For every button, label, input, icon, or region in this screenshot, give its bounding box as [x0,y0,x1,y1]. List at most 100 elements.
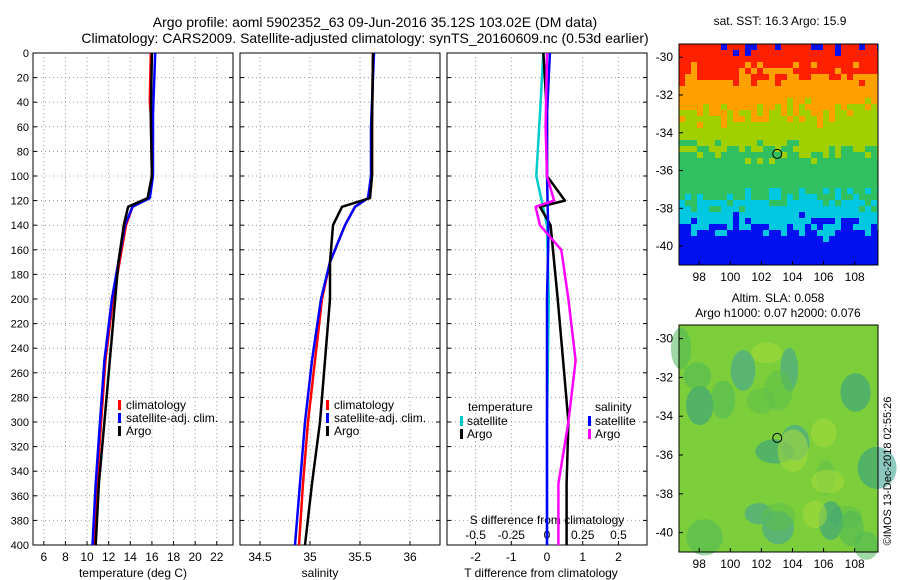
sst-cell [787,158,793,164]
sst-cell [817,62,823,68]
sst-cell [751,260,757,265]
sst-cell [679,116,685,122]
sst-cell [751,86,757,92]
sst-cell [835,164,841,170]
sst-cell [775,50,781,56]
sst-cell [847,152,853,158]
sst-cell [721,212,727,218]
sst-cell [691,200,697,206]
sst-cell [757,206,763,212]
sst-cell [679,134,685,140]
sst-cell [823,218,829,224]
sst-cell [865,212,871,218]
map-x-tick-label: 102 [751,270,771,284]
sst-cell [817,230,823,236]
sst-cell [691,218,697,224]
x-tick-label: 0 [544,550,551,564]
sst-cell [841,110,847,116]
sst-cell [871,68,877,74]
sst-cell [865,104,871,110]
sst-cell [847,80,853,86]
sst-cell [787,176,793,182]
sst-cell [715,86,721,92]
sst-cell [805,218,811,224]
legend-label: satellite [595,414,636,428]
sst-cell [817,194,823,200]
sst-cell [745,260,751,265]
sst-cell [799,188,805,194]
sst-cell [739,236,745,242]
sst-cell [817,158,823,164]
sst-cell [775,116,781,122]
sla-blob [710,380,736,419]
sst-cell [799,104,805,110]
sst-cell [763,74,769,80]
sst-cell [751,146,757,152]
sst-cell [805,224,811,230]
sst-cell [799,86,805,92]
sst-cell [751,200,757,206]
sst-cell [859,230,865,236]
sst-cell [691,74,697,80]
sst-cell [799,80,805,86]
sst-cell [871,122,877,128]
sst-cell [775,212,781,218]
map-x-tick-label: 102 [751,557,771,571]
sst-cell [721,62,727,68]
sst-cell [715,92,721,98]
sst-cell [685,176,691,182]
sst-cell [859,92,865,98]
sst-cell [751,248,757,254]
sst-cell [871,236,877,242]
sst-cell [829,62,835,68]
sst-cell [703,158,709,164]
sst-cell [793,140,799,146]
figure-title-line-2: Climatology: CARS2009. Satellite-adjuste… [81,30,648,46]
sst-cell [697,158,703,164]
sst-cell [805,200,811,206]
figure-title-line-1: Argo profile: aoml 5902352_63 09-Jun-201… [153,14,597,30]
sst-cell [847,62,853,68]
sst-cell [793,218,799,224]
sst-cell [751,116,757,122]
sst-cell [745,98,751,104]
sst-cell [697,212,703,218]
sst-cell [841,158,847,164]
sst-cell [721,68,727,74]
sst-cell [763,260,769,265]
panel-salinity: 34.5 35 35.5 36 salinity climatologysatellite… [239,52,441,580]
sst-cell [703,152,709,158]
sst-cell [841,176,847,182]
sst-cell [703,50,709,56]
sst-cell [697,140,703,146]
sst-cell [763,140,769,146]
panel-temperature: 0 20 40 60 80 100 120 140 160 180 200 220 240 260 280 3… [11,48,234,580]
sst-cell [853,158,859,164]
sst-cell [757,92,763,98]
sst-cell [823,206,829,212]
sst-cell [805,152,811,158]
sst-cell [721,206,727,212]
sst-cell [853,86,859,92]
sst-cell [685,68,691,74]
sst-cell [811,176,817,182]
sst-cell [769,116,775,122]
sst-cell [751,254,757,260]
sst-cell [871,260,877,265]
sst-cell [679,50,685,56]
sst-cell [691,170,697,176]
sst-cell [727,206,733,212]
sst-cell [709,80,715,86]
sst-cell [745,116,751,122]
sst-cell [817,212,823,218]
series-2-line [303,52,375,546]
sst-cell [745,92,751,98]
sst-cell [781,80,787,86]
sst-cell [745,242,751,248]
sst-cell [703,134,709,140]
sst-cell [811,170,817,176]
sst-cell [793,236,799,242]
sst-cell [697,68,703,74]
sst-cell [721,44,727,50]
sst-cell [751,68,757,74]
